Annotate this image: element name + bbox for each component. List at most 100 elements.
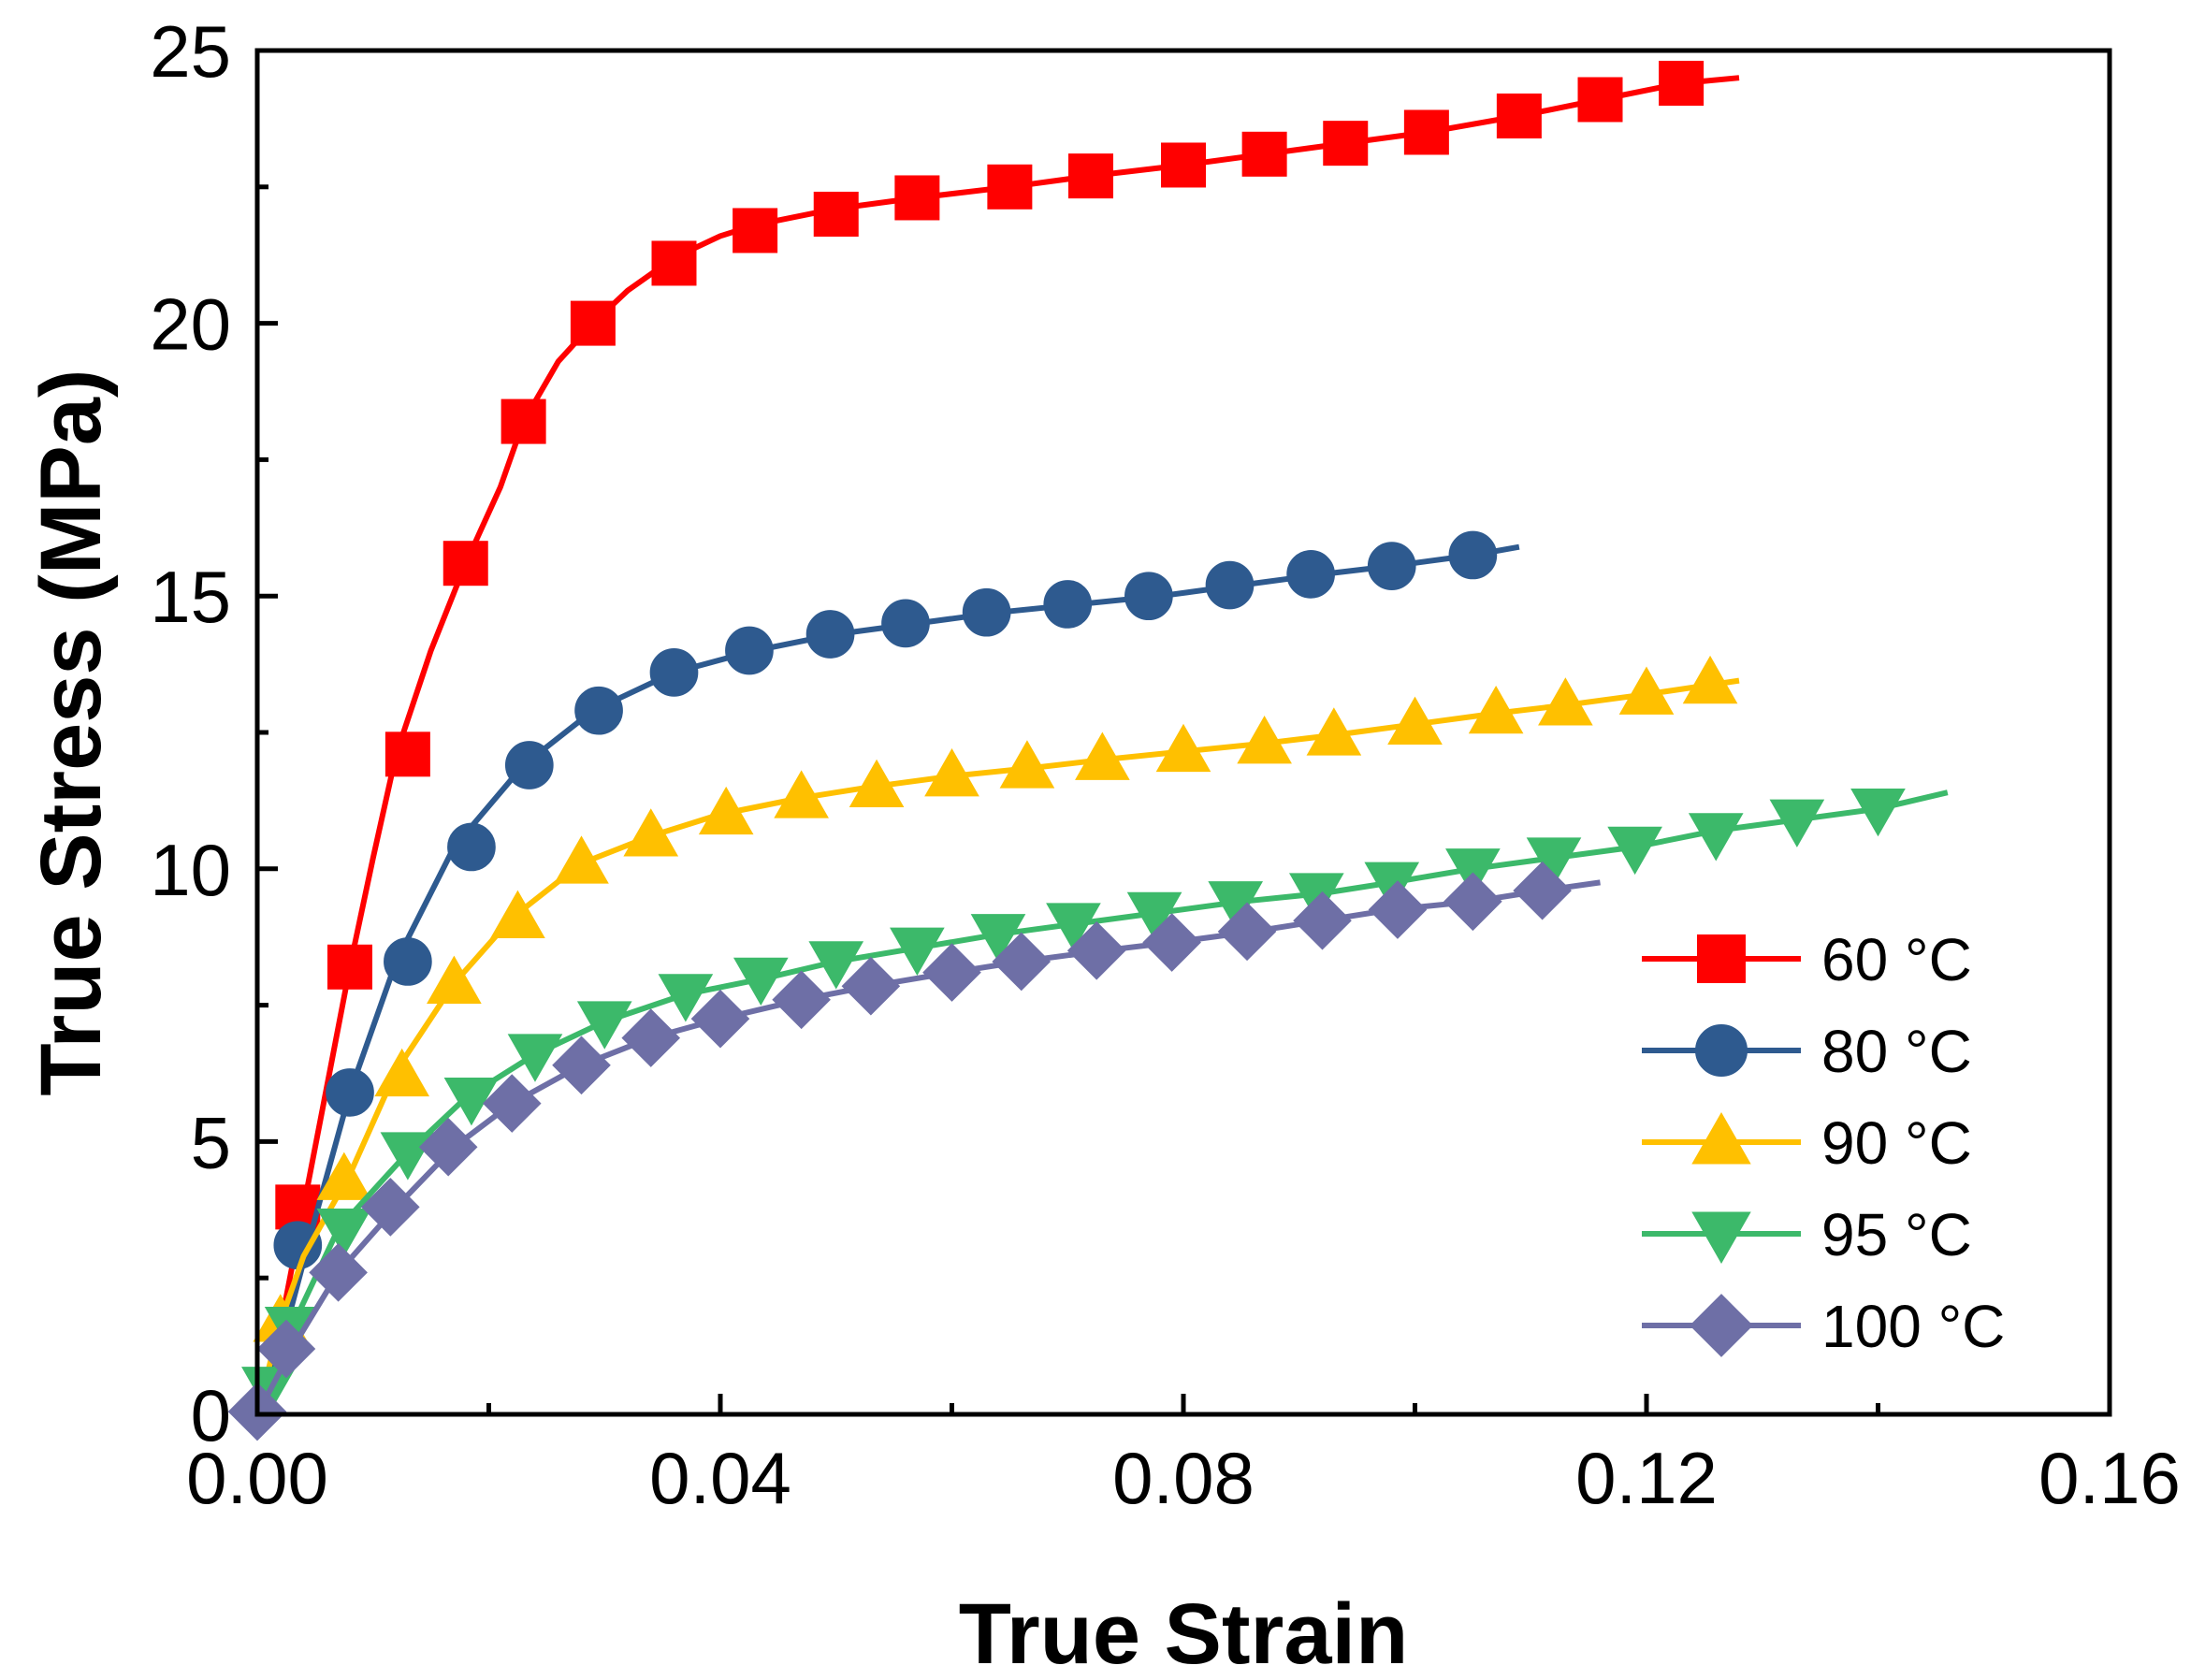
data-point [1659, 60, 1705, 106]
data-point [442, 541, 488, 587]
data-point [1607, 826, 1662, 876]
data-point [690, 989, 750, 1049]
data-point [621, 1008, 681, 1067]
data-point [890, 927, 945, 976]
data-point [1364, 862, 1420, 910]
series-2 [253, 655, 1740, 1415]
data-point [813, 191, 859, 237]
legend-marker [1697, 934, 1746, 983]
legend-item: 95 °C [1642, 1201, 1972, 1268]
data-point [658, 974, 714, 1022]
data-point [808, 941, 864, 990]
data-point [733, 208, 778, 253]
data-point [384, 937, 432, 986]
data-point [1367, 542, 1416, 590]
data-point [504, 741, 554, 789]
data-point [1513, 861, 1572, 920]
legend-label: 100 °C [1821, 1293, 2005, 1360]
data-point [360, 1178, 420, 1237]
data-point [1293, 891, 1352, 950]
data-point [380, 1132, 436, 1180]
legend-marker [1691, 1211, 1751, 1265]
data-point [1142, 913, 1201, 972]
legend-marker [1690, 1294, 1753, 1357]
data-point [924, 748, 979, 797]
data-point [1682, 655, 1738, 704]
data-point [1205, 560, 1255, 610]
data-point [1237, 716, 1292, 764]
data-point [500, 398, 546, 444]
data-point [574, 686, 623, 735]
x-axis-title: True Strain [959, 1586, 1409, 1680]
data-point [1769, 799, 1825, 847]
data-point [1286, 550, 1335, 599]
legend-marker [1695, 1024, 1748, 1077]
series-line [254, 75, 1740, 1415]
y-axis-title: True Stress (MPa) [23, 369, 119, 1095]
data-point [1445, 848, 1501, 897]
x-tick-label: 0.00 [186, 1437, 328, 1519]
data-point [772, 970, 831, 1030]
data-point [1068, 153, 1113, 199]
data-point [999, 740, 1055, 789]
series-line [254, 677, 1740, 1415]
y-tick-label: 25 [150, 10, 231, 93]
legend-label: 60 °C [1821, 926, 1972, 993]
legend-marker [1691, 1111, 1751, 1165]
legend-item: 60 °C [1642, 926, 1972, 993]
data-point [1124, 572, 1173, 621]
data-point [1241, 131, 1287, 177]
data-point [805, 610, 855, 659]
plot-series [227, 60, 1949, 1441]
data-point [316, 1151, 372, 1200]
legend-item: 100 °C [1642, 1293, 2005, 1360]
data-point [1526, 837, 1582, 886]
data-point [316, 1209, 372, 1257]
data-point [1043, 580, 1093, 629]
data-point [841, 956, 901, 1016]
legend: 60 °C 80 °C 90 °C 95 °C 100 °C [1642, 926, 2005, 1360]
data-point [443, 1078, 500, 1126]
data-point [992, 932, 1052, 992]
data-point [1323, 121, 1369, 167]
y-tick-label: 20 [150, 283, 231, 366]
data-point [698, 786, 754, 835]
data-point [1217, 902, 1277, 962]
data-point [1066, 920, 1126, 980]
data-point [1538, 677, 1593, 726]
data-point [418, 1117, 478, 1177]
data-point [447, 822, 496, 872]
data-point [651, 240, 697, 286]
data-point [1448, 530, 1498, 580]
y-tick-label: 15 [150, 556, 231, 638]
series-4 [227, 861, 1601, 1441]
data-point [1161, 142, 1206, 188]
data-point [570, 300, 616, 346]
data-point [881, 599, 930, 648]
data-point [1387, 696, 1443, 745]
data-point [273, 1221, 323, 1270]
data-point [1155, 723, 1211, 773]
x-tick-label: 0.12 [1575, 1437, 1718, 1519]
data-point [1577, 77, 1623, 123]
legend-label: 80 °C [1821, 1018, 1972, 1085]
series-1 [254, 530, 1520, 1415]
data-point [482, 1074, 542, 1133]
x-tick-label: 0.08 [1112, 1437, 1255, 1519]
legend-item: 80 °C [1642, 1018, 1972, 1085]
data-point [1075, 731, 1130, 780]
data-point [490, 890, 545, 938]
data-point [1688, 813, 1744, 862]
data-point [1618, 666, 1675, 715]
data-point [725, 626, 774, 675]
data-point [576, 1001, 632, 1050]
x-tick-label: 0.04 [649, 1437, 791, 1519]
legend-label: 90 °C [1821, 1109, 1972, 1177]
data-point [922, 943, 981, 1002]
data-point [256, 1319, 316, 1379]
data-point [552, 1036, 611, 1095]
data-point [970, 914, 1026, 963]
data-point [849, 759, 905, 808]
y-tick-label: 10 [150, 829, 231, 911]
